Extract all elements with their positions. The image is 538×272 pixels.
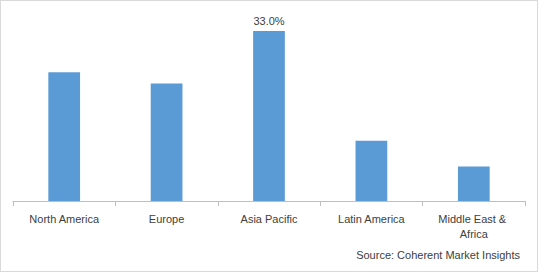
svg-text:Europe: Europe bbox=[149, 213, 184, 225]
svg-text:33.0%: 33.0% bbox=[253, 15, 284, 27]
svg-text:Latin America: Latin America bbox=[338, 213, 406, 225]
svg-text:North America: North America bbox=[29, 213, 100, 225]
svg-text:Africa: Africa bbox=[460, 228, 489, 240]
svg-text:Middle East &: Middle East & bbox=[438, 213, 509, 225]
svg-text:Asia Pacific: Asia Pacific bbox=[241, 213, 298, 225]
svg-text:Source: Coherent Market Insigh: Source: Coherent Market Insights bbox=[356, 249, 520, 261]
